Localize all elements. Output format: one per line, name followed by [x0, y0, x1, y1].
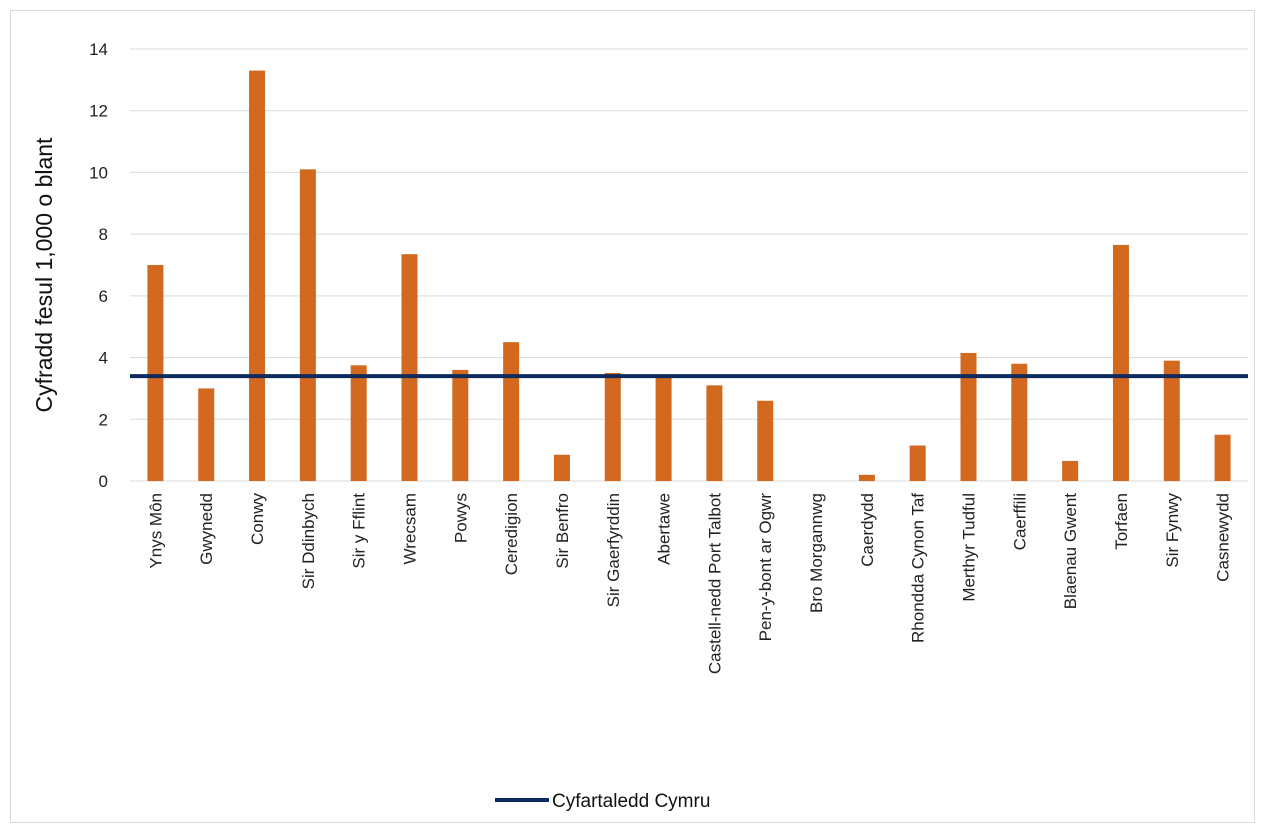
y-tick-label: 6 [99, 287, 108, 306]
bar [1062, 460, 1079, 481]
x-category-label: Sir Fynwy [1163, 493, 1182, 568]
bar [706, 385, 723, 481]
bar [452, 369, 469, 481]
bar [1011, 363, 1028, 481]
bar [299, 169, 316, 482]
y-tick-label: 10 [89, 163, 108, 182]
x-category-label: Sir Benfro [553, 493, 572, 569]
x-category-label: Caerffili [1010, 493, 1029, 550]
bar [553, 454, 570, 481]
bar [198, 388, 215, 481]
x-axis-labels: Ynys Môn Gwynedd Conwy Sir Ddinbych Sir y Ff… [146, 493, 1232, 675]
y-tick-label: 0 [99, 472, 108, 491]
x-category-label: Ynys Môn [146, 493, 165, 569]
x-category-label: Abertawe [655, 493, 674, 565]
x-category-label: Ceredigion [502, 493, 521, 575]
y-tick-label: 8 [99, 225, 108, 244]
y-axis-ticks: 0 2 4 6 8 10 12 14 [89, 40, 108, 491]
gridlines [130, 48, 1248, 482]
y-axis-label: Cyfradd fesul 1,000 o blant [31, 137, 57, 413]
x-category-label: Casnewydd [1214, 493, 1233, 582]
bar [401, 254, 418, 481]
legend-label-average: Cyfartaledd Cymru [552, 791, 710, 812]
bar [1214, 434, 1231, 481]
y-tick-label: 12 [89, 102, 108, 121]
x-category-label: Pen-y-bont ar Ogwr [756, 493, 775, 642]
x-category-label: Gwynedd [197, 493, 216, 565]
x-category-label: Merthyr Tudful [960, 493, 979, 602]
bar [350, 365, 367, 481]
bar [249, 70, 266, 481]
x-category-label: Torfaen [1112, 493, 1131, 550]
bar [147, 265, 164, 481]
bar [858, 474, 875, 481]
x-category-label: Blaenau Gwent [1061, 493, 1080, 610]
bar [909, 445, 926, 481]
x-category-label: Wrecsam [401, 493, 420, 564]
bar [757, 400, 774, 481]
bar [960, 352, 977, 481]
bar [503, 342, 520, 481]
y-tick-label: 4 [99, 349, 108, 368]
bar [604, 373, 621, 481]
chart-frame [10, 10, 1255, 823]
x-category-label: Rhondda Cynon Taf [909, 493, 928, 643]
x-category-label: Conwy [248, 493, 267, 545]
x-category-label: Bro Morgannwg [807, 493, 826, 613]
bar [655, 377, 672, 481]
x-category-label: Powys [451, 493, 470, 543]
legend: Cyfartaledd Cymru [495, 791, 710, 812]
x-category-label: Sir y Fflint [350, 493, 369, 569]
y-tick-label: 2 [99, 410, 108, 429]
bar [1163, 360, 1180, 481]
x-category-label: Castell-nedd Port Talbot [705, 493, 724, 674]
x-category-label: Sir Gaerfyrddin [604, 493, 623, 607]
bar [1112, 244, 1129, 481]
y-tick-label: 14 [89, 40, 108, 59]
x-category-label: Caerdydd [858, 493, 877, 567]
x-category-label: Sir Ddinbych [299, 493, 318, 589]
